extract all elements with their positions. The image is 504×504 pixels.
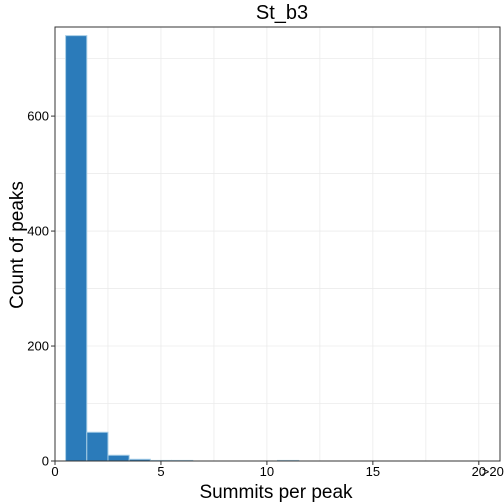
x-axis-ticks: 0 5 10 15 20>20 (51, 461, 504, 479)
chart-title: St_b3 (256, 2, 308, 24)
y-tick-label: 400 (27, 224, 49, 239)
y-axis-ticks: 0 200 400 600 (27, 109, 55, 469)
y-axis-label: Count of peaks (7, 181, 28, 309)
x-tick-label: 0 (51, 464, 58, 479)
y-tick-label: 600 (27, 109, 49, 124)
y-tick-label: 200 (27, 339, 49, 354)
bar-3 (107, 454, 130, 462)
x-tick-label: 15 (366, 464, 380, 479)
y-tick-label: 0 (42, 454, 49, 469)
bars (65, 35, 300, 462)
bar-2 (86, 431, 109, 462)
bar-1 (65, 35, 88, 462)
plot-border (54, 26, 501, 462)
x-tick-label: 10 (260, 464, 274, 479)
x-tick-label: 5 (157, 464, 164, 479)
x-tick-label: >20 (482, 464, 504, 479)
x-tick-label: 20 (472, 464, 486, 479)
grid-lines (54, 27, 500, 462)
x-axis-label: Summits per peak (199, 482, 353, 503)
